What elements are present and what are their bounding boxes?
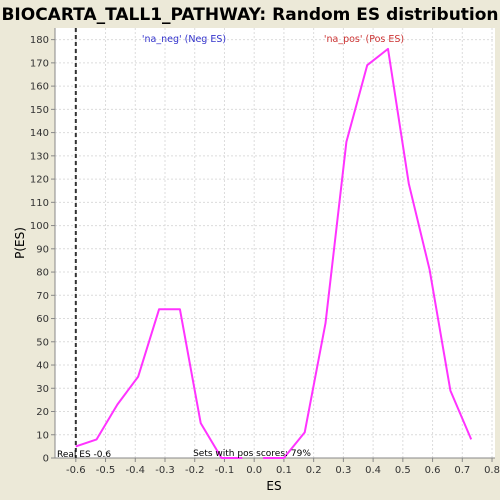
legend-pos-es: 'na_pos' (Pos ES): [324, 34, 404, 45]
y-tick-label: 110: [30, 198, 49, 209]
y-tick-label: 20: [36, 407, 49, 418]
y-tick-label: 90: [36, 244, 49, 255]
legend-neg-es: 'na_neg' (Neg ES): [142, 34, 226, 45]
real-es-label: Real ES -0.6: [57, 450, 111, 460]
x-tick-label: -0.5: [96, 465, 116, 476]
y-tick-label: 80: [36, 268, 49, 279]
y-tick-label: 60: [36, 314, 49, 325]
x-tick-label: 0.4: [365, 465, 381, 476]
y-tick-label: 40: [36, 361, 49, 372]
x-tick-label: 0.5: [395, 465, 411, 476]
x-tick-label: 0.2: [306, 465, 322, 476]
x-tick-label: 0.3: [335, 465, 351, 476]
series-line: [75, 308, 243, 459]
x-tick-label: -0.3: [155, 465, 175, 476]
y-tick-label: 130: [30, 151, 49, 162]
y-tick-label: 160: [30, 82, 49, 93]
series-line: [263, 47, 473, 459]
plot-area: [55, 28, 495, 458]
x-tick-label: 0.1: [276, 465, 292, 476]
y-tick-label: 140: [30, 128, 49, 139]
y-axis-ticks: 0 10 20 30 40 50 60 70 80 90 100 110 120 130 140 150 160…: [30, 35, 55, 465]
x-axis-ticks: -0.6 -0.5 -0.4 -0.3 -0.2 -0.1 0.0 0.1 0.2 0.3 0.4 0…: [66, 458, 500, 476]
y-tick-label: 10: [36, 430, 49, 441]
pos-scores-annotation: Sets with pos scores: 79%: [193, 449, 311, 459]
y-axis-label: P(ES): [13, 227, 27, 259]
x-tick-label: 0.6: [425, 465, 441, 476]
x-tick-label: 0.0: [246, 465, 262, 476]
series-lines: [75, 47, 473, 459]
y-tick-label: 120: [30, 175, 49, 186]
x-tick-label: -0.1: [215, 465, 235, 476]
y-tick-label: 50: [36, 337, 49, 348]
x-tick-label: -0.4: [126, 465, 146, 476]
y-tick-label: 70: [36, 291, 49, 302]
y-tick-label: 150: [30, 105, 49, 116]
y-tick-label: 0: [43, 454, 49, 465]
x-tick-label: 0.8: [484, 465, 500, 476]
y-tick-label: 100: [30, 221, 49, 232]
x-tick-label: -0.2: [185, 465, 205, 476]
x-axis-label: ES: [266, 479, 281, 493]
y-tick-label: 170: [30, 58, 49, 69]
y-tick-label: 30: [36, 384, 49, 395]
chart-title: BIOCARTA_TALL1_PATHWAY: Random ES distri…: [1, 5, 498, 25]
y-tick-label: 180: [30, 35, 49, 46]
x-tick-label: -0.6: [66, 465, 86, 476]
x-tick-label: 0.7: [454, 465, 470, 476]
